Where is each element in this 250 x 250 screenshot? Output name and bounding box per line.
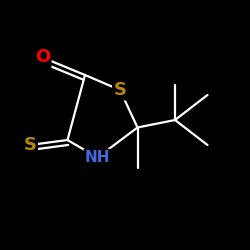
- Text: NH: NH: [85, 150, 110, 165]
- Text: O: O: [35, 48, 50, 66]
- Text: S: S: [114, 81, 126, 99]
- Text: S: S: [24, 136, 36, 154]
